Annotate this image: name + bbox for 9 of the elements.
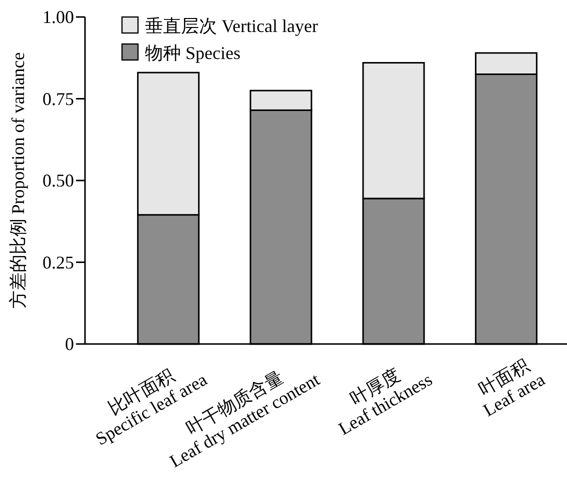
legend-label: 垂直层次 Vertical layer	[145, 16, 318, 36]
y-tick-label: 0.50	[42, 170, 74, 190]
legend-label: 物种 Species	[145, 43, 240, 63]
y-tick-label: 0.75	[42, 88, 74, 109]
x-tick-label: 叶面积 Leaf area	[476, 355, 548, 420]
y-tick-label: 0	[65, 334, 74, 354]
y-tick-label: 0.25	[42, 252, 74, 272]
y-axis-title: 方差的比例 Proportion of variance	[8, 52, 28, 309]
y-tick-label: 1.00	[42, 7, 74, 27]
